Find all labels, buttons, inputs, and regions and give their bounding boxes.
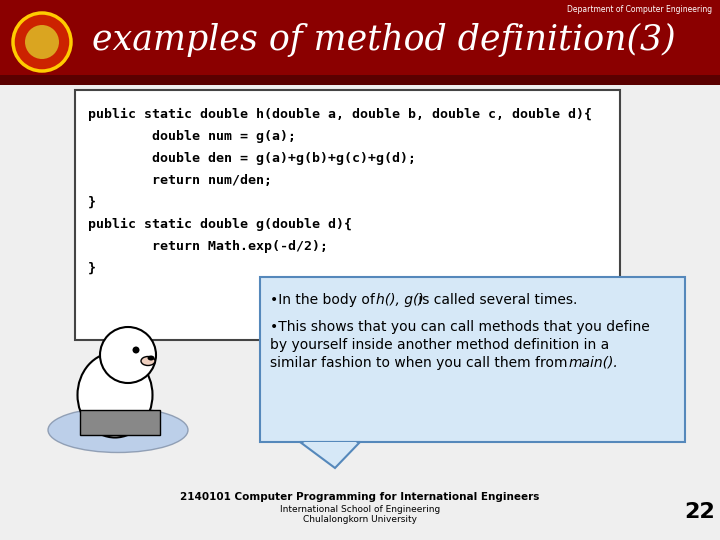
FancyBboxPatch shape xyxy=(0,75,720,85)
Circle shape xyxy=(25,25,59,59)
Text: by yourself inside another method definition in a: by yourself inside another method defini… xyxy=(270,338,609,352)
Text: similar fashion to when you call them from: similar fashion to when you call them fr… xyxy=(270,356,572,370)
Text: International School of Engineering: International School of Engineering xyxy=(280,504,440,514)
Ellipse shape xyxy=(48,408,188,453)
Text: main().: main(). xyxy=(569,356,618,370)
Circle shape xyxy=(132,347,140,354)
Ellipse shape xyxy=(103,346,119,374)
Ellipse shape xyxy=(78,353,153,437)
Polygon shape xyxy=(303,442,357,464)
Text: }: } xyxy=(88,196,96,209)
Text: Department of Computer Engineering: Department of Computer Engineering xyxy=(567,5,712,14)
Text: 22: 22 xyxy=(685,502,716,522)
Text: double num = g(a);: double num = g(a); xyxy=(88,130,296,143)
Polygon shape xyxy=(300,442,360,468)
FancyBboxPatch shape xyxy=(75,90,620,340)
Text: is called several times.: is called several times. xyxy=(414,293,577,307)
Text: return Math.exp(-d/2);: return Math.exp(-d/2); xyxy=(88,240,328,253)
Ellipse shape xyxy=(141,356,155,366)
Ellipse shape xyxy=(148,355,155,361)
Text: •This shows that you can call methods that you define: •This shows that you can call methods th… xyxy=(270,320,649,334)
Text: double den = g(a)+g(b)+g(c)+g(d);: double den = g(a)+g(b)+g(c)+g(d); xyxy=(88,152,416,165)
FancyBboxPatch shape xyxy=(260,277,685,442)
Text: }: } xyxy=(88,262,96,275)
Text: return num/den;: return num/den; xyxy=(88,174,272,187)
FancyBboxPatch shape xyxy=(0,0,720,80)
Text: examples of method definition(3): examples of method definition(3) xyxy=(92,23,675,57)
Circle shape xyxy=(100,327,156,383)
Text: Chulalongkorn University: Chulalongkorn University xyxy=(303,516,417,524)
FancyBboxPatch shape xyxy=(80,410,160,435)
Text: public static double g(double d){: public static double g(double d){ xyxy=(88,218,352,231)
Circle shape xyxy=(13,13,71,71)
Text: •In the body of: •In the body of xyxy=(270,293,379,307)
Text: h(), g(): h(), g() xyxy=(376,293,424,307)
Text: 2140101 Computer Programming for International Engineers: 2140101 Computer Programming for Interna… xyxy=(180,492,540,502)
Text: public static double h(double a, double b, double c, double d){: public static double h(double a, double … xyxy=(88,108,592,121)
